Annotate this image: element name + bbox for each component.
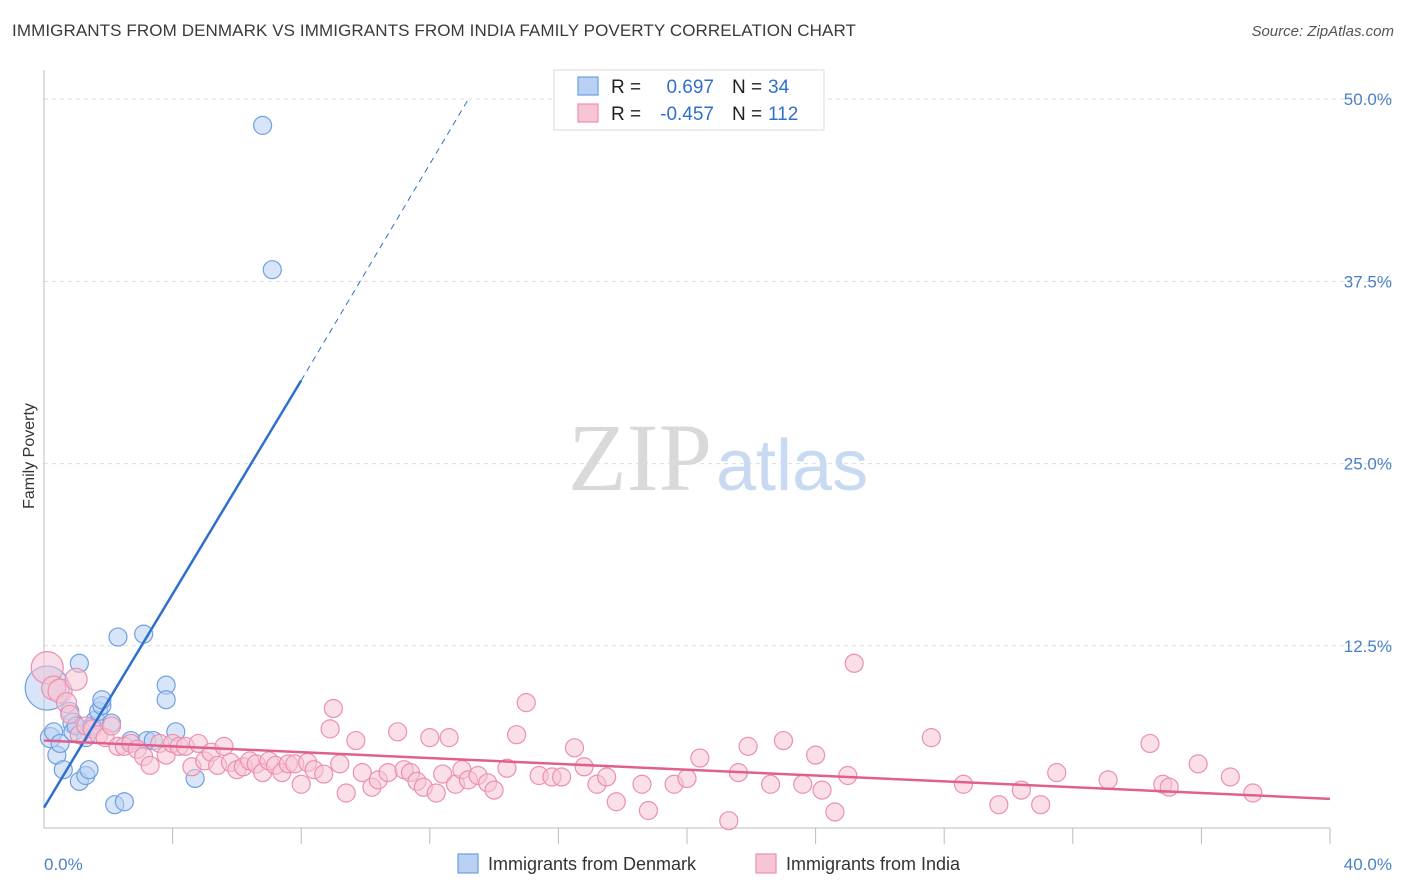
y-tick-label: 25.0%	[1344, 455, 1392, 474]
india-point	[516, 693, 536, 713]
india-point	[989, 795, 1009, 815]
india-point	[564, 738, 585, 758]
india-point	[690, 748, 710, 768]
india-point	[507, 725, 527, 745]
trend-lines	[42, 98, 1331, 809]
india-point	[60, 704, 80, 724]
india-point	[1243, 783, 1263, 803]
n-value: 112	[768, 104, 798, 125]
india-point	[793, 774, 813, 794]
denmark-point	[262, 260, 282, 280]
tick-labels: 12.5% 25.0% 37.5% 50.0% 0.0% 40.0%	[44, 90, 1392, 874]
series-legend-swatch	[457, 853, 479, 874]
india-point	[214, 736, 234, 756]
india-point	[64, 667, 88, 691]
y-tick-label: 37.5%	[1344, 272, 1392, 291]
r-value: 0.697	[666, 77, 714, 98]
india-point	[1140, 733, 1160, 754]
india-point	[552, 767, 572, 787]
denmark-point	[114, 792, 134, 812]
india-point	[773, 730, 794, 751]
n-value: 34	[768, 77, 790, 98]
india-point	[352, 763, 372, 783]
denmark-point	[253, 115, 273, 135]
denmark-point	[53, 760, 73, 780]
india-point	[738, 736, 758, 756]
x-tick-label: 40.0%	[1344, 855, 1392, 874]
india-point	[140, 755, 160, 775]
india-point	[812, 780, 832, 800]
denmark-point	[50, 733, 70, 754]
india-point	[606, 792, 626, 812]
india-point	[484, 780, 504, 800]
x-tick-label: 0.0%	[44, 855, 83, 874]
gridlines	[44, 98, 1392, 647]
denmark-trend-line	[42, 379, 303, 809]
watermark-atlas: atlas	[716, 426, 868, 506]
r-value: -0.457	[660, 104, 714, 125]
india-point	[719, 811, 739, 831]
india-point	[101, 716, 122, 736]
y-tick-label: 12.5%	[1344, 637, 1392, 656]
india-point	[1098, 770, 1118, 790]
y-tick-label: 50.0%	[1344, 90, 1392, 109]
series-legend: Immigrants from Denmark Immigrants from I…	[457, 853, 961, 874]
india-point	[825, 802, 845, 822]
source-label: Source: ZipAtlas.com	[1251, 23, 1394, 40]
india-point	[844, 653, 864, 673]
r-label: R =	[611, 77, 641, 98]
r-label: R =	[611, 104, 641, 125]
india-point	[1220, 767, 1240, 787]
india-point	[1188, 754, 1208, 774]
n-label: N =	[732, 77, 762, 98]
india-point	[336, 783, 356, 803]
series-legend-label: Immigrants from Denmark	[488, 854, 697, 874]
n-label: N =	[732, 104, 762, 125]
denmark-point	[156, 690, 176, 710]
india-point	[1047, 763, 1067, 783]
india-point	[330, 754, 350, 774]
stats-legend: R = 0.697 N = 34 R = -0.457 N = 112	[553, 69, 825, 131]
india-point	[953, 774, 974, 794]
data-points	[24, 115, 1263, 831]
india-trend-line	[43, 739, 1331, 801]
india-point	[388, 722, 408, 742]
stats-legend-box	[553, 69, 825, 131]
india-point	[760, 774, 781, 794]
stats-legend-swatch	[577, 103, 599, 123]
india-point	[378, 763, 398, 783]
denmark-trend-extension	[300, 98, 469, 381]
india-point	[314, 764, 334, 784]
series-legend-label: Immigrants from India	[786, 854, 961, 874]
india-point	[638, 800, 659, 821]
india-point	[426, 783, 446, 803]
india-point	[632, 774, 652, 794]
denmark-point	[79, 760, 99, 780]
india-point	[921, 728, 941, 748]
india-point	[291, 774, 311, 794]
india-point	[420, 728, 440, 748]
denmark-point	[108, 627, 128, 647]
india-point	[320, 719, 340, 739]
watermark: ZIP atlas	[568, 404, 868, 511]
india-point	[346, 730, 366, 751]
stats-legend-swatch	[577, 76, 599, 96]
watermark-zip: ZIP	[568, 404, 712, 511]
chart-title: IMMIGRANTS FROM DENMARK VS IMMIGRANTS FR…	[12, 21, 857, 40]
india-point	[433, 764, 453, 784]
india-point	[574, 757, 594, 777]
series-legend-swatch	[755, 853, 777, 874]
y-axis-title: Family Poverty	[21, 403, 38, 509]
india-point	[439, 728, 459, 748]
india-point	[597, 767, 617, 787]
india-point	[805, 745, 826, 765]
india-point	[677, 768, 697, 789]
india-point	[497, 758, 517, 778]
india-point	[323, 698, 343, 719]
india-point	[1031, 795, 1051, 815]
india-point	[1159, 777, 1179, 797]
